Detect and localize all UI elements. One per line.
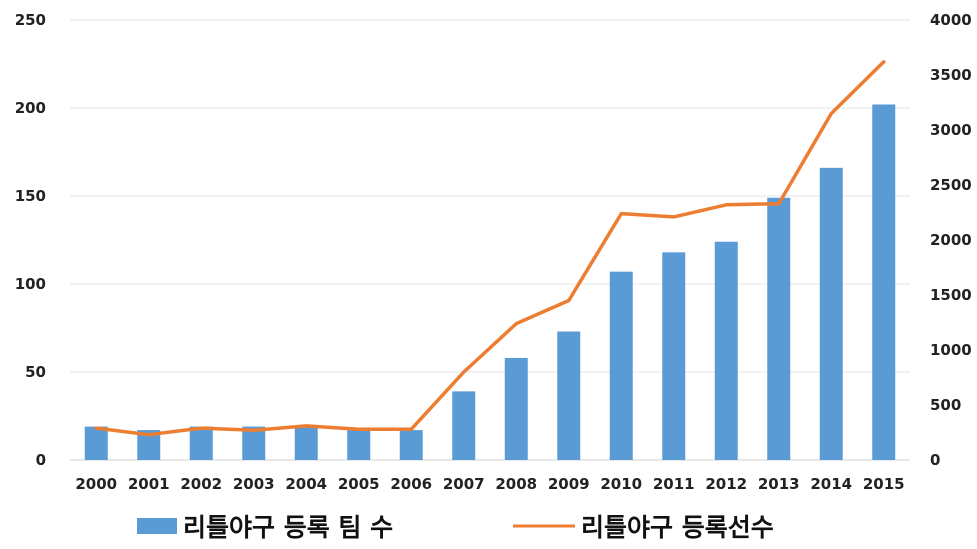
right-axis-tick-label: 3000 <box>930 121 972 139</box>
x-axis-tick-label: 2003 <box>233 475 275 493</box>
bar <box>767 197 791 460</box>
right-axis-ticks: 0 500 1000 1500 2000 2500 3000 3500 4000 <box>930 11 972 469</box>
bar <box>242 426 266 460</box>
left-axis-tick-label: 250 <box>15 11 46 29</box>
line-series <box>94 60 886 437</box>
left-axis-tick-label: 150 <box>15 187 46 205</box>
left-axis-tick-label: 100 <box>15 275 46 293</box>
bar <box>504 357 528 460</box>
right-axis-tick-label: 3500 <box>930 66 972 84</box>
right-axis-tick-label: 0 <box>930 451 940 469</box>
bar <box>347 430 371 460</box>
bar <box>557 331 581 460</box>
bar <box>399 430 423 460</box>
left-axis-ticks: 0 50 100 150 200 250 <box>15 11 46 469</box>
bar-series <box>84 104 896 460</box>
x-axis-ticks: 2000 2001 2002 2003 2004 2005 2006 2007 2008 2009… <box>75 475 904 493</box>
left-axis-tick-label: 0 <box>36 451 46 469</box>
bar <box>189 426 213 460</box>
bar <box>609 271 633 460</box>
x-axis-tick-label: 2006 <box>390 475 432 493</box>
legend-line-label: 리틀야구 등록선수 <box>581 513 774 542</box>
x-axis-tick-label: 2008 <box>495 475 537 493</box>
bar <box>714 241 738 460</box>
bar <box>819 167 843 460</box>
right-axis-tick-label: 2500 <box>930 176 972 194</box>
x-axis-tick-label: 2005 <box>338 475 380 493</box>
right-axis-tick-label: 1500 <box>930 286 972 304</box>
x-axis-tick-label: 2007 <box>443 475 485 493</box>
bar <box>294 426 318 460</box>
x-axis-tick-label: 2001 <box>128 475 170 493</box>
line-path <box>94 60 886 437</box>
left-axis-tick-label: 50 <box>25 363 46 381</box>
bar <box>84 426 108 460</box>
bar <box>137 430 161 460</box>
right-axis-tick-label: 500 <box>930 396 961 414</box>
right-axis-tick-label: 4000 <box>930 11 972 29</box>
legend-bar-label: 리틀야구 등록 팀 수 <box>183 513 393 542</box>
x-axis-tick-label: 2002 <box>180 475 222 493</box>
x-axis-tick-label: 2011 <box>653 475 695 493</box>
x-axis-tick-label: 2009 <box>548 475 590 493</box>
right-axis-tick-label: 2000 <box>930 231 972 249</box>
x-axis-tick-label: 2010 <box>600 475 642 493</box>
left-axis-tick-label: 200 <box>15 99 46 117</box>
x-axis-tick-label: 2004 <box>285 475 327 493</box>
x-axis-tick-label: 2013 <box>758 475 800 493</box>
bar <box>452 391 476 460</box>
x-axis-tick-label: 2012 <box>705 475 747 493</box>
legend: 리틀야구 등록 팀 수 리틀야구 등록선수 <box>137 513 774 542</box>
right-axis-tick-label: 1000 <box>930 341 972 359</box>
bar <box>662 252 686 460</box>
x-axis-tick-label: 2000 <box>75 475 117 493</box>
x-axis-tick-label: 2014 <box>810 475 852 493</box>
x-axis-tick-label: 2015 <box>863 475 905 493</box>
bar <box>872 104 896 460</box>
legend-bar-swatch <box>137 518 177 534</box>
